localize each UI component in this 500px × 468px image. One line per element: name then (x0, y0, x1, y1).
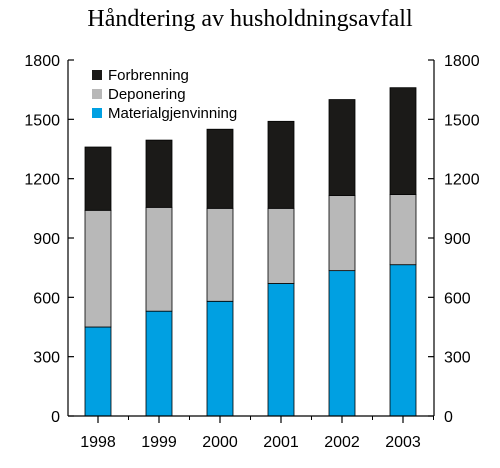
ticks-group: 0 0 300 300 600 600 900 900 1200 1200 1500 1500 1800… (24, 53, 479, 451)
right-y-tick-label: 0 (444, 409, 453, 426)
x-tick-label: 2001 (263, 434, 299, 451)
x-tick-label: 2000 (202, 434, 238, 451)
bar-segment-deponering-2002 (328, 195, 356, 272)
legend-swatch-deponering (92, 89, 102, 99)
bar-segment-forbrenning-2002 (328, 99, 356, 196)
bar-segment-forbrenning-1998 (84, 146, 112, 211)
x-tick-label: 2003 (385, 434, 421, 451)
x-tick-label: 1998 (80, 434, 116, 451)
right-y-tick-label: 300 (444, 350, 471, 367)
bars-group (84, 87, 417, 417)
left-y-tick-label: 300 (33, 350, 60, 367)
bar-segment-materialgjenvinning-1999 (145, 310, 173, 417)
chart-title: Håndtering av husholdningsavfall (87, 6, 413, 32)
bar-segment-deponering-2001 (267, 207, 295, 284)
bar-segment-deponering-1998 (84, 209, 112, 328)
bar-segment-forbrenning-2003 (389, 87, 417, 195)
x-tick-label: 1999 (141, 434, 177, 451)
bar-segment-materialgjenvinning-2001 (267, 283, 295, 417)
legend-label-materialgjenvinning: Materialgjenvinning (108, 105, 237, 122)
bar-segment-materialgjenvinning-2003 (389, 264, 417, 417)
right-y-tick-label: 1200 (444, 172, 480, 189)
left-y-tick-label: 1200 (24, 172, 60, 189)
legend-label-deponering: Deponering (108, 86, 186, 103)
right-y-tick-label: 1500 (444, 112, 480, 129)
legend-swatch-forbrenning (92, 70, 102, 80)
left-y-tick-label: 0 (51, 409, 60, 426)
bar-segment-forbrenning-1999 (145, 139, 173, 208)
right-y-tick-label: 900 (444, 231, 471, 248)
bar-segment-deponering-1999 (145, 206, 173, 312)
left-y-tick-label: 600 (33, 290, 60, 307)
bar-segment-materialgjenvinning-2002 (328, 270, 356, 417)
bar-segment-forbrenning-2001 (267, 120, 295, 209)
legend-label-forbrenning: Forbrenning (108, 67, 189, 84)
left-y-tick-label: 900 (33, 231, 60, 248)
right-y-tick-label: 600 (444, 290, 471, 307)
bar-segment-materialgjenvinning-1998 (84, 326, 112, 417)
legend: Forbrenning Deponering Materialgjenvinning (92, 67, 237, 122)
x-tick-label: 2002 (324, 434, 360, 451)
bar-segment-deponering-2003 (389, 194, 417, 266)
legend-swatch-materialgjenvinning (92, 108, 102, 118)
left-y-tick-label: 1800 (24, 53, 60, 70)
bar-segment-materialgjenvinning-2000 (206, 300, 234, 417)
left-y-tick-label: 1500 (24, 112, 60, 129)
bar-segment-forbrenning-2000 (206, 128, 234, 209)
bar-segment-deponering-2000 (206, 207, 234, 302)
right-y-tick-label: 1800 (444, 53, 480, 70)
